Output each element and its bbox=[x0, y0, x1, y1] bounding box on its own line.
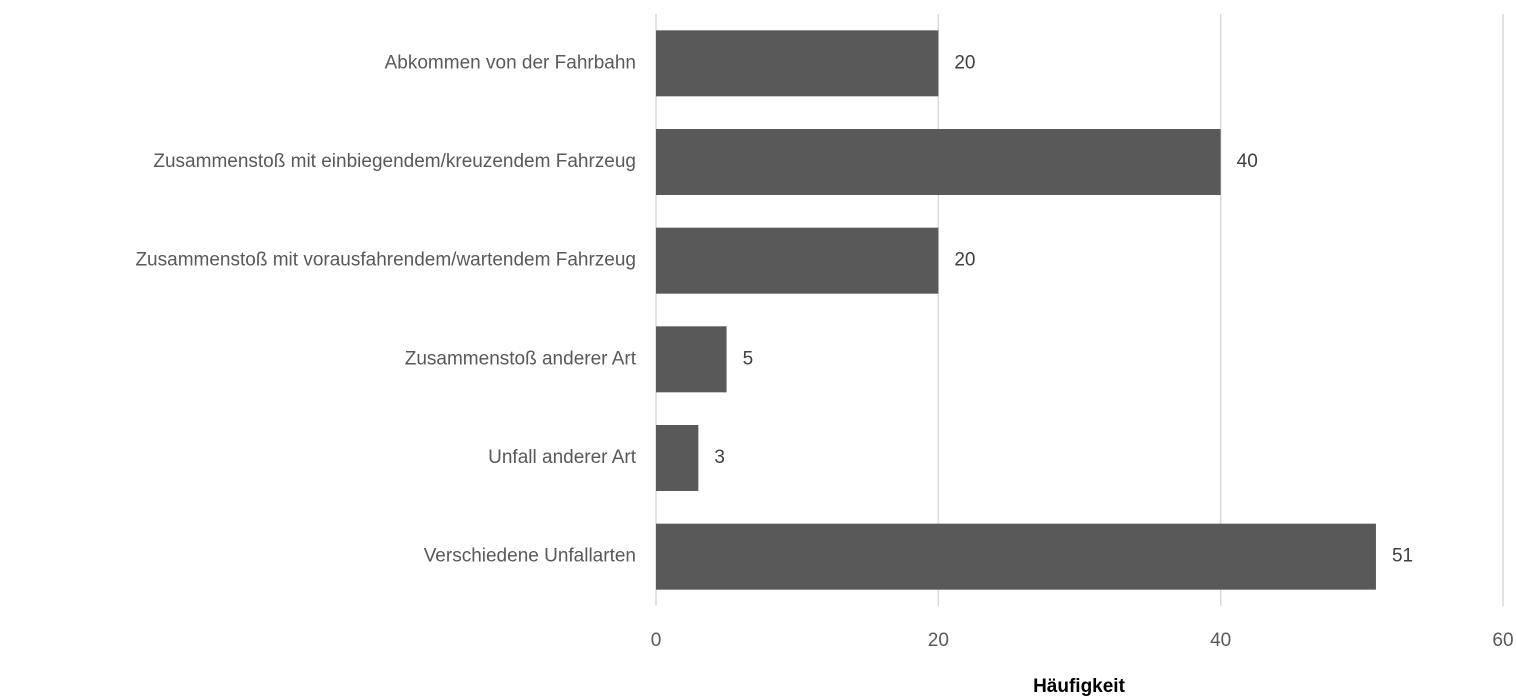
y-tick-label: Abkommen von der Fahrbahn bbox=[385, 52, 636, 73]
value-label: 20 bbox=[954, 250, 975, 271]
bar bbox=[656, 523, 1376, 590]
value-label: 51 bbox=[1392, 546, 1413, 567]
x-tick-label: 20 bbox=[928, 630, 949, 651]
value-label: 5 bbox=[743, 348, 754, 369]
y-tick-label: Verschiedene Unfallarten bbox=[424, 546, 636, 567]
y-tick-label: Zusammenstoß mit einbiegendem/kreuzendem… bbox=[153, 151, 636, 172]
x-tick-label: 60 bbox=[1492, 630, 1513, 651]
y-tick-label: Zusammenstoß mit vorausfahrendem/wartend… bbox=[135, 250, 636, 271]
value-label: 40 bbox=[1237, 151, 1258, 172]
bar bbox=[656, 30, 939, 97]
bar bbox=[656, 425, 699, 491]
bar bbox=[656, 227, 939, 294]
x-axis-title: Häufigkeit bbox=[1033, 676, 1126, 697]
x-tick-label: 0 bbox=[651, 630, 662, 651]
bar bbox=[656, 129, 1221, 195]
value-label: 3 bbox=[714, 447, 725, 468]
y-tick-label: Unfall anderer Art bbox=[488, 447, 637, 468]
y-tick-label: Zusammenstoß anderer Art bbox=[405, 348, 637, 369]
x-tick-label: 40 bbox=[1210, 630, 1231, 651]
bar bbox=[656, 326, 727, 393]
value-label: 20 bbox=[954, 52, 975, 73]
